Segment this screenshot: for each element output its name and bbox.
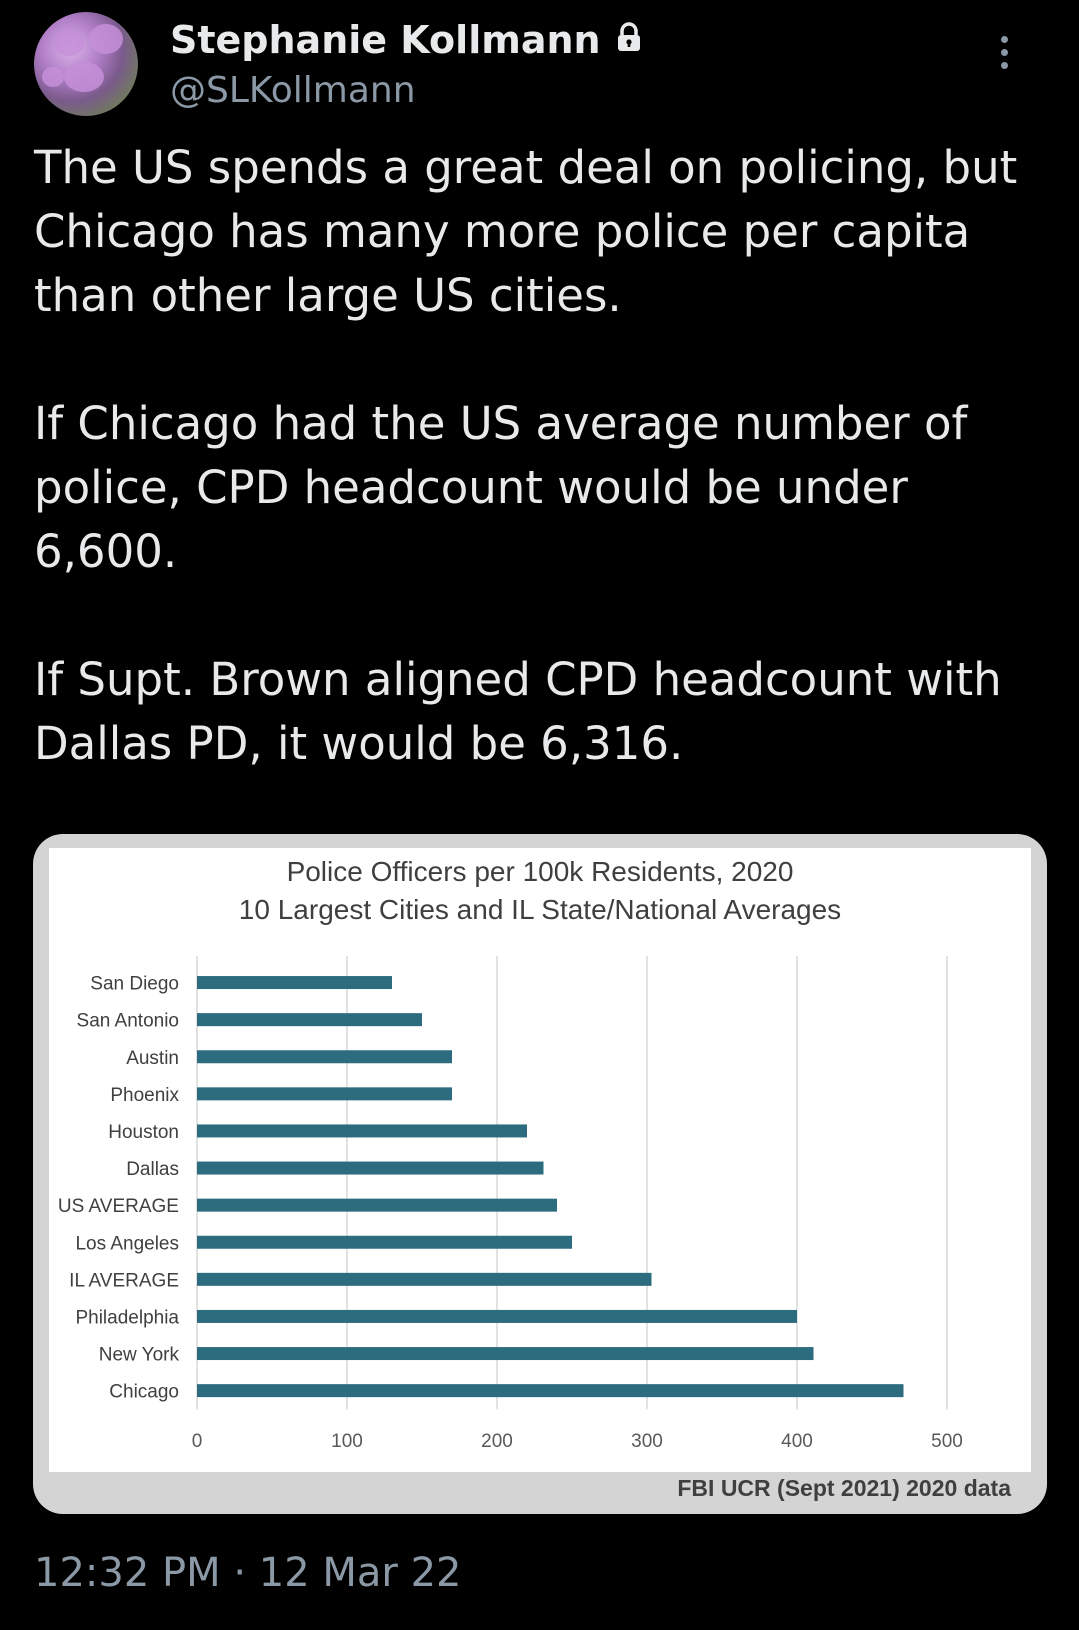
y-tick-label: Austin — [126, 1048, 179, 1069]
bar — [197, 1161, 544, 1175]
chart: Police Officers per 100k Residents, 2020… — [49, 848, 1031, 1472]
y-tick-label: San Antonio — [77, 1011, 179, 1032]
y-tick-label: Chicago — [109, 1382, 179, 1403]
y-tick-label: San Diego — [90, 974, 179, 995]
bar — [197, 1013, 422, 1027]
bar — [197, 1235, 572, 1249]
media-image[interactable]: Police Officers per 100k Residents, 2020… — [33, 834, 1047, 1514]
bar — [197, 976, 392, 990]
y-tick-label: US AVERAGE — [58, 1196, 179, 1217]
chart-subtitle: 10 Largest Cities and IL State/National … — [238, 894, 842, 925]
y-tick-label: Dallas — [126, 1159, 179, 1180]
bar — [197, 1272, 652, 1286]
chart-plot: 0 100 200 300 400 500 San Diego San Antonio Aust… — [58, 956, 963, 1452]
x-tick-label: 100 — [331, 1431, 363, 1452]
bar — [197, 1347, 814, 1361]
y-tick-label: IL AVERAGE — [69, 1270, 179, 1291]
author-handle[interactable]: @SLKollmann — [170, 70, 416, 111]
bar — [197, 1124, 527, 1138]
bar — [197, 1198, 557, 1212]
x-tick-label: 0 — [192, 1431, 203, 1452]
x-tick-label: 200 — [481, 1431, 513, 1452]
bar — [197, 1384, 904, 1398]
avatar[interactable] — [34, 12, 138, 116]
bar — [197, 1050, 452, 1064]
avatar-blossom — [42, 67, 64, 87]
bar — [197, 1309, 797, 1323]
x-tick-label: 500 — [931, 1431, 963, 1452]
author-name-text: Stephanie Kollmann — [170, 18, 601, 62]
avatar-blossom — [89, 24, 123, 54]
avatar-blossom — [64, 62, 104, 92]
chart-source: FBI UCR (Sept 2021) 2020 data — [677, 1475, 1011, 1501]
tweet-text: The US spends a great deal on policing, … — [34, 141, 1018, 770]
y-tick-label: New York — [99, 1345, 180, 1366]
tweet-header: Stephanie Kollmann @SLKollmann — [34, 12, 1044, 122]
author-name[interactable]: Stephanie Kollmann — [170, 18, 643, 65]
lock-icon — [615, 17, 643, 61]
x-tick-label: 400 — [781, 1431, 813, 1452]
avatar-blossom — [54, 30, 84, 56]
y-tick-label: Houston — [108, 1122, 179, 1143]
chart-title: Police Officers per 100k Residents, 2020 — [286, 856, 794, 887]
more-options-icon[interactable] — [994, 36, 1014, 86]
tweet-timestamp[interactable]: 12:32 PM · 12 Mar 22 — [34, 1550, 462, 1596]
y-tick-label: Phoenix — [110, 1085, 179, 1106]
x-tick-label: 300 — [631, 1431, 663, 1452]
y-tick-label: Los Angeles — [75, 1233, 179, 1254]
y-tick-label: Philadelphia — [75, 1307, 179, 1328]
bar — [197, 1087, 452, 1101]
